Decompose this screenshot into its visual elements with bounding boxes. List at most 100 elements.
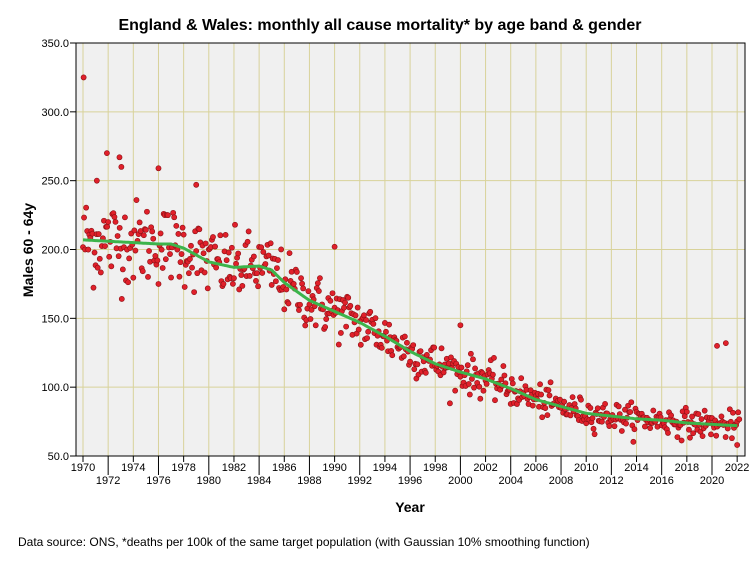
data-point — [363, 317, 369, 323]
data-point — [471, 384, 477, 391]
data-point — [448, 354, 454, 361]
data-point — [500, 363, 507, 369]
data-point — [302, 322, 309, 329]
x-tick-label: 1998 — [423, 462, 447, 474]
data-point — [281, 306, 288, 313]
data-point — [259, 270, 266, 276]
data-point — [594, 405, 601, 412]
data-point — [472, 365, 478, 372]
data-point — [274, 265, 280, 272]
data-point — [686, 426, 692, 433]
data-point — [414, 361, 421, 368]
data-point — [285, 300, 292, 307]
data-point — [265, 252, 272, 259]
data-point — [217, 232, 224, 239]
data-point-outlier — [116, 154, 123, 161]
data-point — [157, 230, 164, 237]
data-point — [139, 268, 146, 275]
data-point — [223, 257, 230, 264]
data-point — [466, 391, 473, 398]
data-point — [230, 280, 236, 287]
data-point — [404, 339, 410, 346]
data-point — [561, 398, 568, 405]
data-point — [364, 335, 370, 342]
data-point — [244, 238, 251, 245]
data-point — [179, 224, 186, 231]
data-point — [194, 270, 201, 277]
data-point — [411, 366, 418, 373]
data-point — [97, 269, 104, 276]
data-point-outlier — [104, 150, 110, 157]
data-point — [647, 425, 654, 432]
data-point — [341, 304, 347, 311]
data-point — [547, 379, 554, 386]
footnote: Data source: ONS, *deaths per 100k of th… — [18, 535, 590, 549]
data-point — [529, 402, 536, 409]
data-point — [238, 272, 245, 278]
data-point — [239, 282, 246, 289]
data-point — [201, 269, 208, 276]
data-point — [678, 437, 685, 444]
data-point — [335, 341, 342, 348]
x-tick-label: 1986 — [272, 462, 296, 474]
data-point — [104, 223, 111, 230]
data-point — [312, 322, 319, 329]
data-point — [622, 406, 628, 413]
data-point — [367, 308, 374, 315]
data-point — [112, 218, 119, 225]
x-tick-label: 1972 — [96, 475, 120, 487]
data-point — [144, 208, 150, 215]
x-tick-label: 2006 — [524, 462, 548, 474]
data-point — [642, 423, 648, 430]
data-point — [232, 221, 238, 228]
data-point — [698, 416, 705, 422]
data-point — [305, 288, 312, 295]
data-point — [317, 275, 323, 282]
data-point — [322, 324, 329, 330]
data-point — [342, 299, 348, 306]
data-point — [470, 356, 476, 363]
data-point — [465, 381, 472, 387]
data-point — [126, 255, 133, 262]
data-point — [176, 273, 183, 280]
data-point — [250, 253, 257, 260]
data-point — [165, 212, 171, 219]
data-point — [327, 297, 334, 304]
data-point — [539, 414, 546, 421]
data-point — [372, 315, 379, 322]
data-point — [417, 348, 424, 354]
x-tick-label: 2016 — [649, 475, 673, 487]
data-point — [722, 434, 729, 440]
y-tick-label: 350.0 — [41, 38, 69, 50]
y-tick-label: 50.0 — [48, 451, 69, 463]
data-point — [235, 250, 242, 257]
data-point — [699, 433, 706, 440]
data-point — [378, 344, 385, 351]
data-point — [631, 426, 638, 433]
data-point — [267, 240, 274, 247]
data-point — [268, 282, 275, 288]
data-point — [695, 411, 702, 417]
data-point — [178, 251, 185, 257]
data-point — [730, 409, 736, 416]
data-point — [131, 227, 138, 234]
data-point — [365, 328, 372, 335]
data-point — [81, 214, 87, 221]
data-point — [467, 350, 474, 357]
data-point — [262, 261, 269, 267]
data-point — [447, 400, 453, 407]
data-point-outlier — [331, 243, 338, 250]
data-point-outlier — [118, 163, 125, 170]
data-point — [355, 326, 362, 333]
data-point — [132, 247, 139, 254]
data-point — [114, 233, 121, 239]
data-point — [347, 302, 354, 309]
data-point — [480, 387, 487, 394]
data-point — [202, 240, 209, 247]
data-point — [177, 259, 184, 266]
x-tick-label: 1974 — [121, 462, 145, 474]
data-point — [718, 413, 725, 420]
y-tick-label: 150.0 — [41, 313, 69, 325]
data-point — [90, 284, 97, 291]
